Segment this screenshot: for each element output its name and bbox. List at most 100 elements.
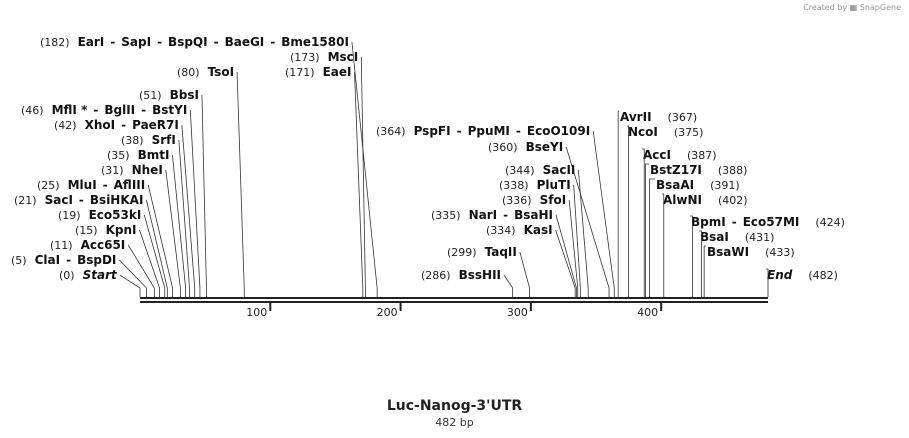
enzyme-name: KasI — [524, 223, 553, 237]
site-leader-line — [143, 214, 166, 297]
site-leader-line — [119, 259, 147, 297]
site-position-label: (286) — [421, 269, 451, 282]
enzyme-site-xhoi[interactable]: (42) XhoI - PaeR7I — [54, 118, 196, 297]
enzyme-site-acc65i[interactable]: (11) Acc65I — [50, 238, 155, 297]
site-position-label: (19) — [58, 209, 81, 222]
enzyme-site-clai[interactable]: (5) ClaI - BspDI — [11, 253, 147, 297]
enzyme-site-bbsi[interactable]: (51) BbsI — [139, 88, 207, 297]
enzyme-name: AflIII — [114, 178, 146, 192]
enzyme-site-sacii[interactable]: (344) SacII — [505, 163, 589, 297]
enzyme-site-avrii[interactable]: AvrII (367) — [617, 110, 698, 297]
site-position-label: (299) — [447, 246, 477, 259]
enzyme-name: PspFI — [414, 124, 451, 138]
enzyme-site-kpni[interactable]: (15) KpnI — [75, 223, 160, 297]
enzyme-name: BsiHKAI — [90, 193, 144, 207]
enzyme-name: XhoI — [85, 118, 116, 132]
site-position-label: (42) — [54, 119, 77, 132]
enzyme-site-pspfi[interactable]: (364) PspFI - PpuMI - EcoO109I — [376, 124, 615, 297]
site-leader-line — [181, 124, 196, 297]
site-position-label: (31) — [101, 164, 124, 177]
site-leader-line — [172, 154, 187, 297]
enzyme-site-bsawi[interactable]: BsaWI (433) — [703, 245, 795, 297]
enzyme-separator: - — [157, 35, 162, 49]
enzyme-name: End — [767, 268, 793, 282]
site-position-label: (25) — [37, 179, 60, 192]
site-leader-line — [189, 109, 201, 297]
enzyme-site-pluti[interactable]: (338) PluTI — [499, 178, 581, 297]
enzyme-name: MscI — [328, 50, 359, 64]
enzyme-name: MluI — [68, 178, 97, 192]
site-position-label: (38) — [121, 134, 144, 147]
enzyme-site-mlui[interactable]: (25) MluI - AflIII — [37, 178, 173, 297]
enzyme-name: AccI — [643, 148, 671, 162]
site-leader-line — [555, 214, 577, 297]
enzyme-name: SacII — [543, 163, 576, 177]
enzyme-site-eaei[interactable]: (171) EaeI — [285, 65, 364, 297]
enzyme-site-nhei[interactable]: (31) NheI — [101, 163, 181, 297]
enzyme-site-msci[interactable]: (173) MscI — [290, 50, 366, 297]
enzyme-site-nari[interactable]: (335) NarI - BsaHI — [431, 208, 577, 297]
enzyme-name: TsoI — [208, 65, 234, 79]
enzyme-site-bsai[interactable]: BsaI (431) — [699, 230, 774, 297]
enzyme-separator: - — [93, 103, 98, 117]
site-position-label: (482) — [808, 269, 838, 282]
enzyme-site-eari[interactable]: (182) EarI - SapI - BspQI - BaeGI - Bme1580I — [40, 35, 378, 297]
enzyme-site-eco53ki[interactable]: (19) Eco53kI — [58, 208, 166, 297]
map-length: 482 bp — [435, 416, 474, 429]
enzyme-name: BsaAI — [656, 178, 694, 192]
enzyme-name: NarI — [469, 208, 498, 222]
enzyme-name: EaeI — [323, 65, 352, 79]
site-position-label: (182) — [40, 36, 70, 49]
enzyme-name: AvrII — [620, 110, 652, 124]
enzyme-site-bstz17i[interactable]: BstZ17I (388) — [645, 163, 748, 297]
site-leader-line — [201, 94, 207, 297]
enzyme-site-start[interactable]: (0) Start — [59, 268, 141, 297]
enzyme-name: AlwNI — [663, 193, 702, 207]
enzyme-site-kasi[interactable]: (334) KasI — [486, 223, 576, 297]
enzyme-site-bsshii[interactable]: (286) BssHII — [421, 268, 514, 297]
site-position-label: (431) — [745, 231, 775, 244]
enzyme-separator: - — [270, 35, 275, 49]
enzyme-site-taqii[interactable]: (299) TaqII — [447, 245, 530, 297]
site-position-label: (364) — [376, 125, 406, 138]
enzyme-name: BmtI — [138, 148, 170, 162]
site-leader-line — [699, 230, 702, 297]
site-leader-line — [662, 193, 665, 297]
enzyme-site-bmti[interactable]: (35) BmtI — [107, 148, 187, 297]
site-position-label: (367) — [668, 111, 698, 124]
enzyme-site-alwni[interactable]: AlwNI (402) — [662, 193, 748, 297]
enzyme-name: SapI — [121, 35, 151, 49]
map-title: Luc-Nanog-3'UTR — [386, 398, 523, 414]
site-position-label: (360) — [488, 141, 518, 154]
enzyme-name: Bme1580I — [281, 35, 349, 49]
site-position-label: (335) — [431, 209, 461, 222]
enzyme-site-end[interactable]: End (482) — [766, 268, 838, 297]
scale-tick-label: 200 — [377, 306, 398, 319]
enzyme-name: BsaWI — [707, 245, 749, 259]
enzyme-site-acci[interactable]: AccI (387) — [642, 148, 717, 297]
site-position-label: (11) — [50, 239, 73, 252]
enzyme-site-mfli[interactable]: (46) MflI * - BglII - BstYI — [21, 103, 201, 297]
site-position-label: (46) — [21, 104, 44, 117]
enzyme-site-sfoi[interactable]: (336) SfoI — [502, 193, 579, 297]
enzyme-name: SrfI — [152, 133, 176, 147]
enzyme-site-ncoi[interactable]: NcoI (375) — [627, 125, 703, 297]
enzyme-site-srfi[interactable]: (38) SrfI — [121, 133, 190, 297]
site-position-label: (15) — [75, 224, 98, 237]
enzyme-site-saci[interactable]: (21) SacI - BsiHKAI — [14, 193, 168, 297]
enzyme-separator: - — [103, 178, 108, 192]
site-position-label: (344) — [505, 164, 535, 177]
site-position-label: (424) — [815, 216, 845, 229]
site-leader-line — [178, 139, 190, 297]
enzyme-name: KpnI — [106, 223, 137, 237]
site-position-label: (375) — [674, 126, 704, 139]
site-position-label: (173) — [290, 51, 320, 64]
enzyme-site-bpmi[interactable]: BpmI - Eco57MI (424) — [690, 215, 845, 297]
site-position-label: (402) — [718, 194, 748, 207]
site-leader-line — [555, 229, 576, 297]
enzyme-site-tsoi[interactable]: (80) TsoI — [177, 65, 245, 297]
enzyme-site-bsaai[interactable]: BsaAI (391) — [649, 178, 740, 297]
enzyme-separator: - — [66, 253, 71, 267]
site-leader-line — [236, 71, 245, 297]
